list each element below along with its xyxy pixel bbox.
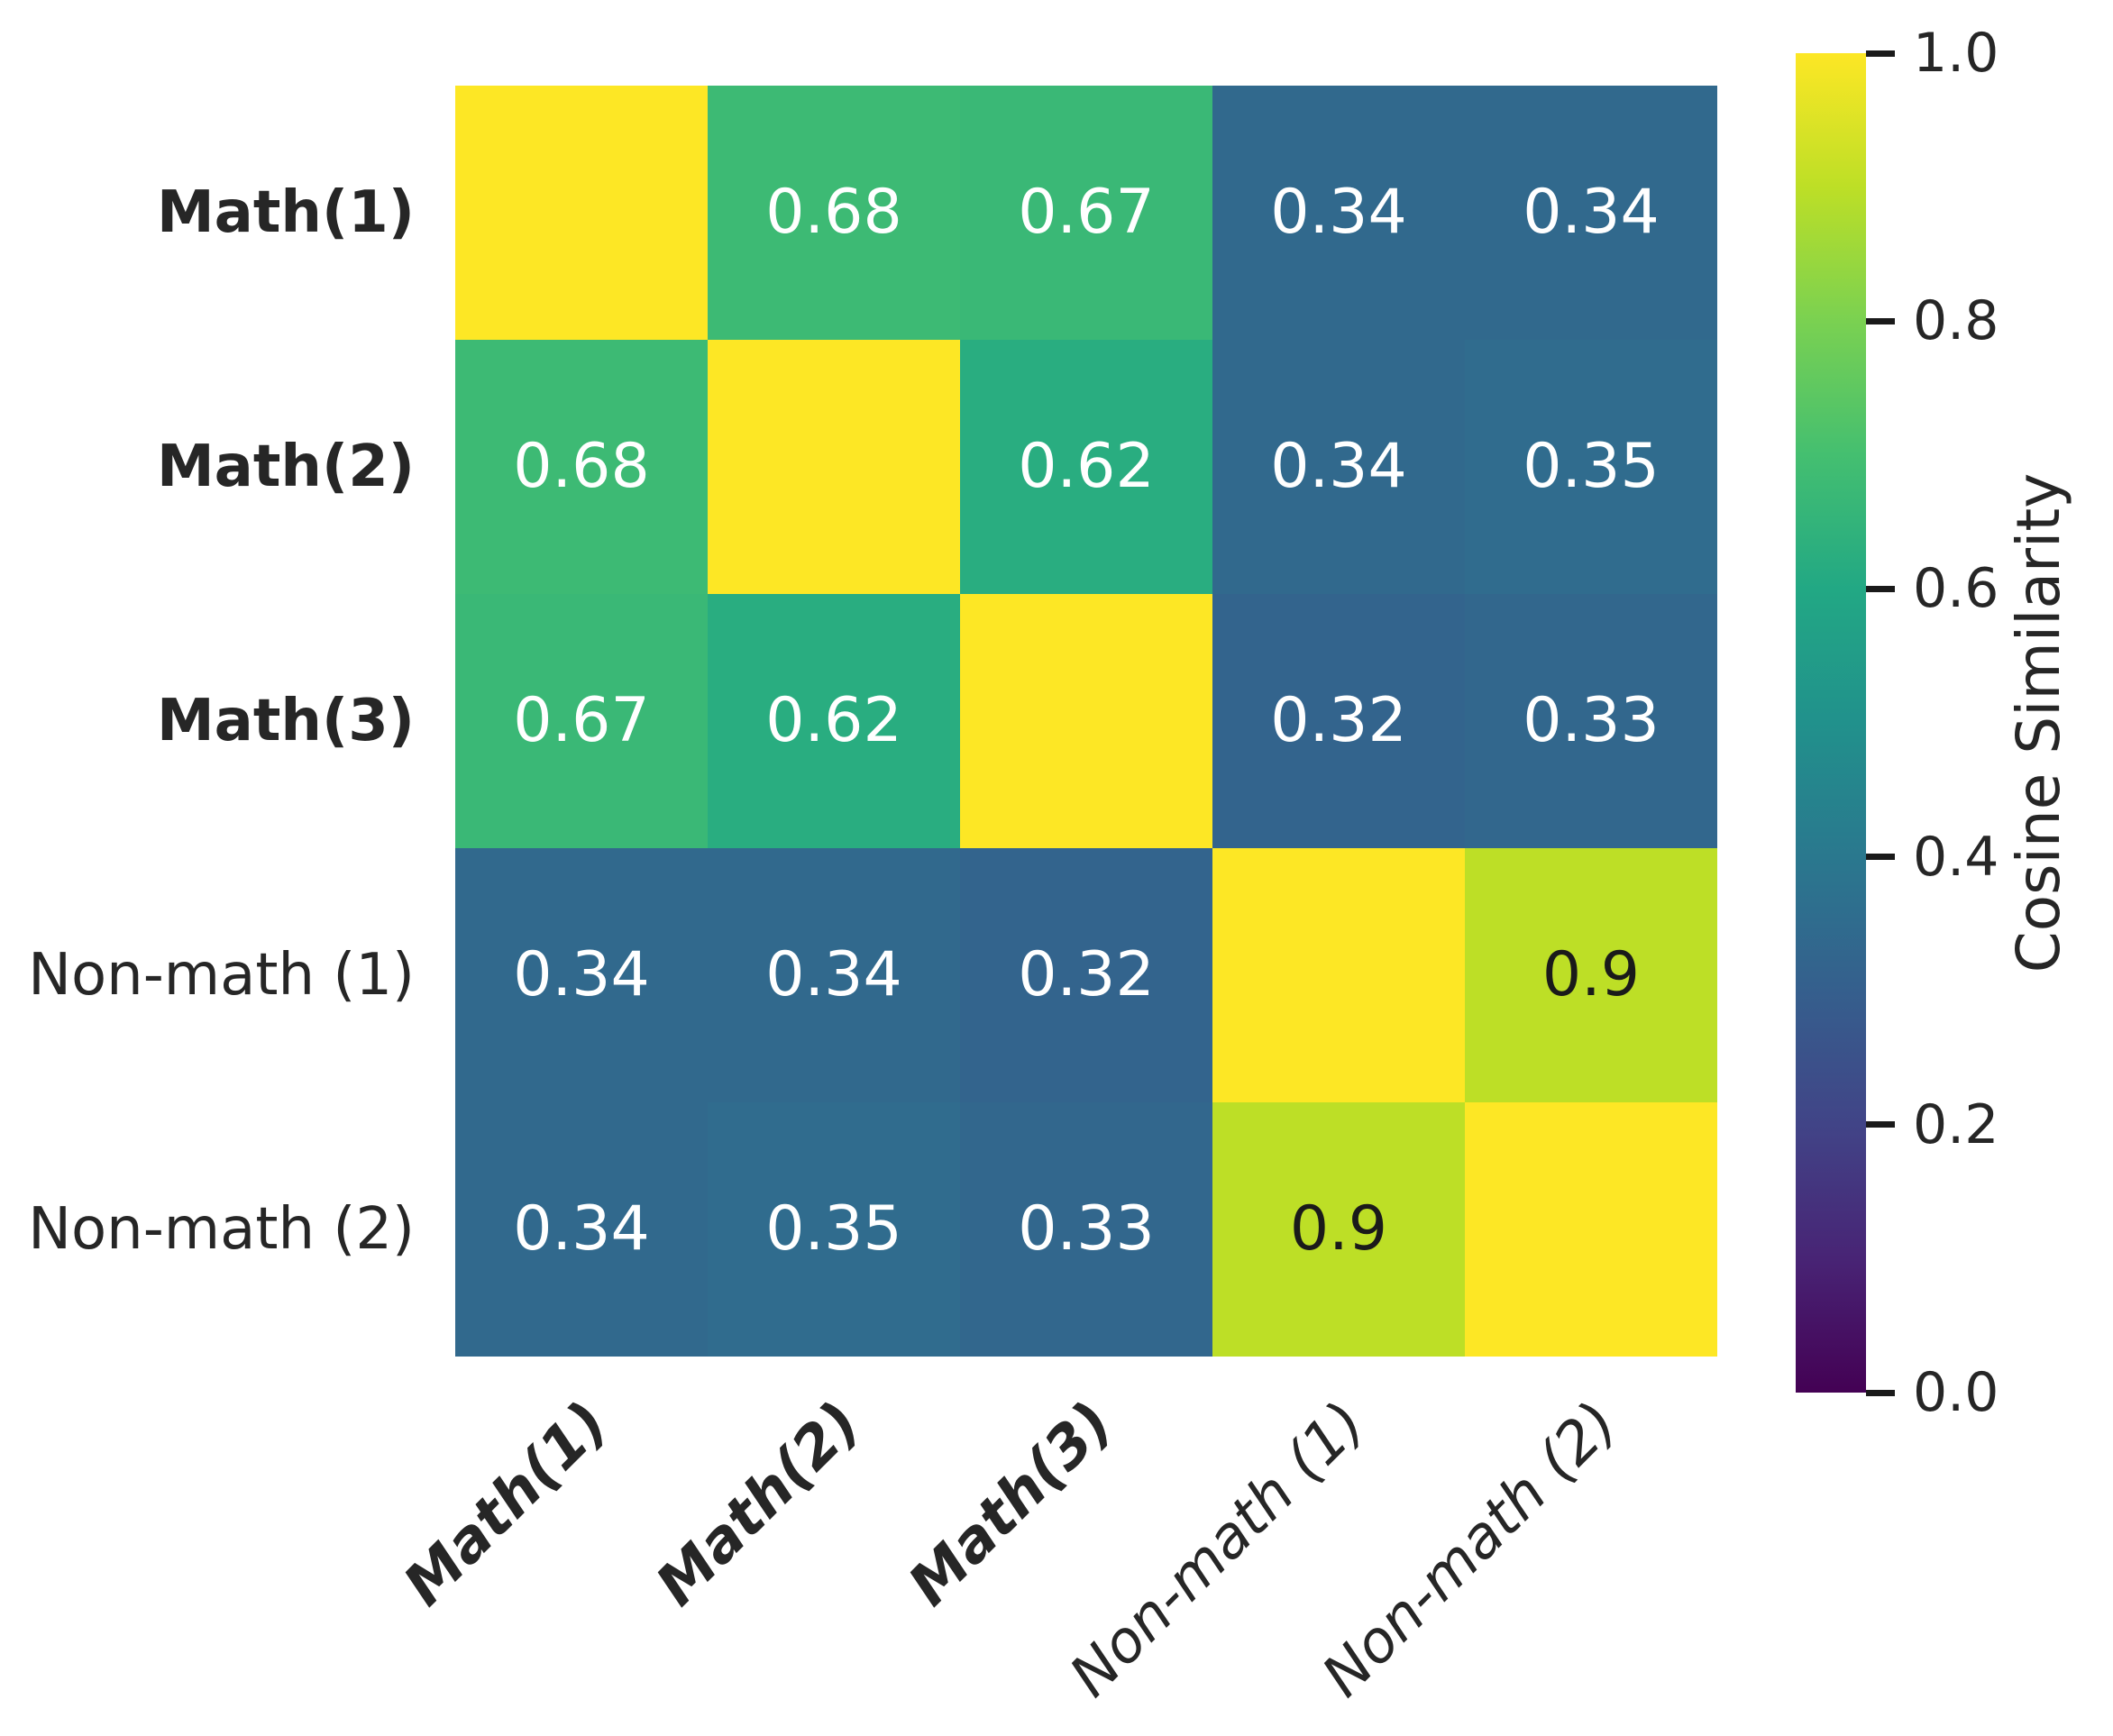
heatmap-cell: 0.9 [1212, 1102, 1465, 1357]
colorbar-tick-mark [1866, 854, 1895, 861]
heatmap-cell: 0.35 [708, 1102, 960, 1357]
x-tick-label: Math(2) [644, 1389, 874, 1620]
heatmap-cell [1465, 1102, 1717, 1357]
heatmap-cell: 0.67 [960, 86, 1212, 340]
colorbar-gradient [1796, 53, 1866, 1393]
y-tick-label: Non-math (1) [28, 942, 415, 1009]
heatmap-cell: 0.68 [708, 86, 960, 340]
heatmap-cell: 0.34 [455, 1102, 708, 1357]
y-tick-label: Non-math (2) [28, 1196, 415, 1263]
heatmap-cell: 0.33 [960, 1102, 1212, 1357]
y-tick-label: Math(3) [156, 688, 415, 754]
heatmap-cell: 0.34 [708, 848, 960, 1102]
heatmap-cell: 0.34 [455, 848, 708, 1102]
heatmap-cell: 0.35 [1465, 340, 1717, 594]
heatmap-cell: 0.68 [455, 340, 708, 594]
heatmap-grid: 0.68 0.67 0.34 0.34 0.68 0.62 0.34 0.35 0.67 0.62… [455, 86, 1717, 1357]
heatmap-cell [455, 86, 708, 340]
heatmap-cell: 0.67 [455, 594, 708, 848]
x-tick-label: Math(1) [391, 1389, 621, 1620]
heatmap-cell: 0.62 [708, 594, 960, 848]
heatmap-cell: 0.33 [1465, 594, 1717, 848]
heatmap-cell [708, 340, 960, 594]
colorbar-tick-mark [1866, 50, 1895, 57]
y-tick-label: Math(1) [156, 179, 415, 246]
colorbar-tick-label: 0.2 [1913, 1092, 1999, 1156]
colorbar-tick-label: 0.8 [1913, 289, 1999, 353]
heatmap-cell: 0.34 [1465, 86, 1717, 340]
colorbar-tick-mark [1866, 585, 1895, 592]
heatmap-cell: 0.34 [1212, 340, 1465, 594]
colorbar-tick-label: 0.6 [1913, 557, 1999, 621]
heatmap-cell: 0.9 [1465, 848, 1717, 1102]
colorbar-tick-mark [1866, 1121, 1895, 1128]
heatmap-cell: 0.34 [1212, 86, 1465, 340]
colorbar-tick-mark [1866, 317, 1895, 324]
heatmap-cell [1212, 848, 1465, 1102]
heatmap-cell: 0.32 [1212, 594, 1465, 848]
colorbar-tick-label: 0.4 [1913, 825, 1999, 889]
colorbar-axis-label: Cosine Similarity [2004, 472, 2073, 973]
x-tick-label: Math(3) [896, 1389, 1126, 1620]
colorbar-tick-mark [1866, 1389, 1895, 1396]
heatmap-cell: 0.62 [960, 340, 1212, 594]
heatmap-cell [960, 594, 1212, 848]
y-tick-label: Math(2) [156, 434, 415, 500]
colorbar-tick-label: 1.0 [1913, 22, 1999, 85]
heatmap-cell: 0.32 [960, 848, 1212, 1102]
colorbar-tick-label: 0.0 [1913, 1361, 1999, 1424]
